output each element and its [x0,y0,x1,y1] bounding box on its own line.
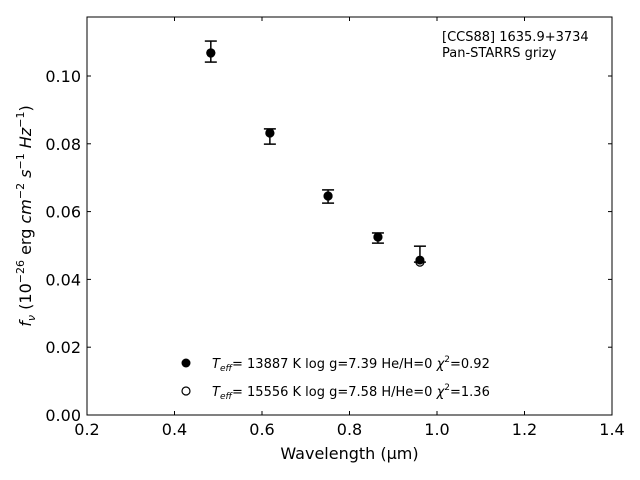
model-h-point [323,191,333,201]
annotation-line-1: [CCS88] 1635.9+3734 [442,30,589,45]
annotation-line-2: Pan-STARRS grizy [442,46,557,61]
legend-marker-filled [181,358,191,368]
model-h-point [206,48,216,58]
x-tick-label: 1.0 [424,420,449,439]
legend-entry-1: Teff= 13887 K log g=7.39 He/H=0 χ2=0.92 [212,355,490,374]
y-tick-label: 0.10 [45,67,81,86]
y-tick-label: 0.04 [45,270,81,289]
x-tick-label: 0.8 [337,420,362,439]
model-h-point [415,255,425,265]
plot-frame [86,16,613,416]
x-tick-label: 0.2 [74,420,99,439]
legend-marker-open [181,386,191,396]
x-tick-label: 0.6 [249,420,274,439]
y-tick-label: 0.08 [45,135,81,154]
x-tick-label: 1.2 [512,420,537,439]
x-tick-label: 1.4 [599,420,624,439]
x-axis-label: Wavelength (μm) [280,444,418,463]
y-tick-label: 0.06 [45,203,81,222]
legend: Teff= 13887 K log g=7.39 He/H=0 χ2=0.92 … [181,355,490,402]
model-h-point [265,128,275,138]
legend-entry-2: Teff= 15556 K log g=7.58 H/He=0 χ2=1.36 [212,383,490,402]
model-h-point [373,232,383,242]
y-tick-label: 0.00 [45,406,81,425]
y-axis-label: fν (10−26 erg cm−2 s−1 Hz−1) [14,105,38,326]
y-tick-label: 0.02 [45,338,81,357]
x-tick-label: 0.4 [162,420,187,439]
